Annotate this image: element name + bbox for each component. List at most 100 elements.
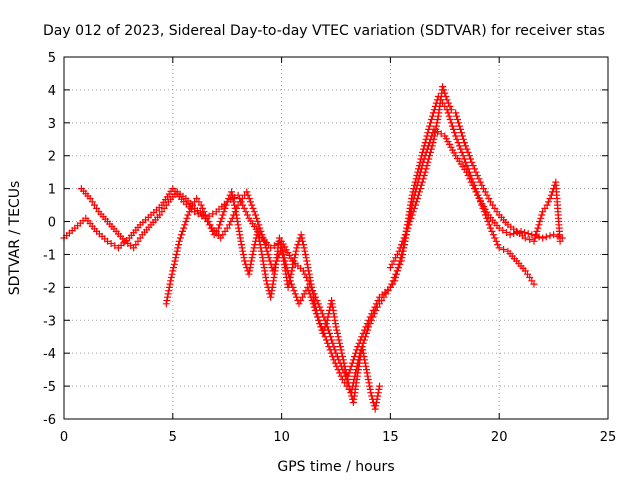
x-tick-label: 25 xyxy=(600,430,617,445)
data-point-marker xyxy=(264,251,272,258)
data-point-marker xyxy=(364,376,372,383)
data-point-marker xyxy=(457,145,465,153)
data-point-marker xyxy=(253,214,261,222)
data-point-marker xyxy=(293,293,300,301)
data-point-marker xyxy=(403,227,411,235)
data-point-marker xyxy=(291,290,299,298)
data-point-marker xyxy=(291,254,299,262)
data-point-marker xyxy=(182,218,190,225)
data-point-marker xyxy=(439,83,447,91)
series-track-4 xyxy=(386,83,564,272)
data-point-marker xyxy=(411,178,419,186)
x-tick-label: 0 xyxy=(60,430,68,445)
data-point-marker xyxy=(420,145,427,153)
data-point-marker xyxy=(199,204,206,212)
data-point-marker xyxy=(369,313,377,321)
data-point-marker xyxy=(307,280,315,288)
data-point-marker xyxy=(171,257,179,265)
data-point-marker xyxy=(286,277,294,285)
data-point-marker xyxy=(451,129,459,137)
data-point-marker xyxy=(417,155,425,163)
data-point-marker xyxy=(533,227,541,235)
data-point-marker xyxy=(204,218,212,225)
data-point-marker xyxy=(180,224,188,232)
data-point-marker xyxy=(289,260,297,268)
data-point-marker xyxy=(506,231,514,239)
data-point-marker xyxy=(220,208,228,216)
data-point-marker xyxy=(231,204,239,212)
data-point-marker xyxy=(472,185,480,193)
data-point-marker xyxy=(483,214,491,222)
data-point-marker xyxy=(295,300,303,308)
data-point-marker xyxy=(172,254,180,262)
data-point-marker xyxy=(406,218,414,225)
data-point-marker xyxy=(442,93,450,100)
data-point-marker xyxy=(484,218,492,225)
data-point-marker xyxy=(312,303,320,311)
y-tick-label: 0 xyxy=(48,216,56,231)
data-point-marker xyxy=(164,290,172,298)
y-tick-label: -2 xyxy=(43,281,56,296)
data-point-marker xyxy=(482,211,489,219)
data-point-marker xyxy=(398,241,406,249)
series-track-3 xyxy=(162,188,383,413)
data-point-marker xyxy=(299,293,306,301)
data-point-marker xyxy=(173,247,181,255)
data-point-marker xyxy=(470,181,478,189)
data-point-marker xyxy=(334,329,341,337)
data-point-marker xyxy=(231,201,238,209)
data-point-marker xyxy=(539,234,547,242)
data-point-marker xyxy=(206,221,214,229)
data-point-marker xyxy=(252,211,259,219)
data-point-marker xyxy=(240,204,248,212)
data-point-marker xyxy=(170,264,177,272)
data-point-marker xyxy=(454,139,462,147)
data-point-marker xyxy=(245,195,253,202)
data-point-marker xyxy=(297,231,305,239)
data-point-marker xyxy=(543,201,551,209)
data-point-marker xyxy=(310,297,318,304)
data-point-marker xyxy=(448,122,456,130)
data-point-marker xyxy=(197,201,205,209)
data-point-marker xyxy=(481,188,489,196)
data-point-marker xyxy=(368,316,375,324)
data-point-marker xyxy=(475,195,483,202)
data-point-marker xyxy=(342,369,350,377)
data-point-marker xyxy=(418,178,426,186)
data-point-marker xyxy=(301,247,309,255)
data-point-marker xyxy=(326,346,334,354)
data-point-marker xyxy=(333,326,341,334)
data-point-marker xyxy=(410,185,418,193)
data-point-marker xyxy=(361,333,369,341)
data-point-marker xyxy=(491,234,499,242)
data-point-marker xyxy=(276,237,284,245)
data-point-marker xyxy=(316,320,324,328)
data-point-marker xyxy=(458,148,466,156)
data-point-marker xyxy=(468,175,476,183)
x-tick-label: 5 xyxy=(169,430,177,445)
data-point-marker xyxy=(420,172,428,179)
data-point-marker xyxy=(200,208,208,216)
data-point-marker xyxy=(431,132,438,140)
data-point-marker xyxy=(386,264,394,272)
data-point-marker xyxy=(503,229,510,236)
data-point-marker xyxy=(327,349,335,357)
y-axis-label: SDTVAR / TECUs xyxy=(7,181,23,296)
data-point-marker xyxy=(285,280,293,288)
data-point-marker xyxy=(428,116,435,123)
data-point-marker xyxy=(203,214,211,222)
data-point-marker xyxy=(473,172,481,179)
data-point-marker xyxy=(359,339,367,347)
data-point-marker xyxy=(418,152,426,160)
data-point-marker xyxy=(167,277,175,285)
data-point-marker xyxy=(405,221,413,229)
data-point-marker xyxy=(344,376,352,383)
data-point-marker xyxy=(111,242,119,250)
x-tick-label: 15 xyxy=(382,430,399,445)
data-point-marker xyxy=(287,270,295,278)
data-point-marker xyxy=(221,204,229,212)
data-point-marker xyxy=(473,188,481,196)
data-point-marker xyxy=(222,201,230,209)
y-tick-label: -3 xyxy=(43,314,56,329)
data-point-marker xyxy=(410,204,418,212)
